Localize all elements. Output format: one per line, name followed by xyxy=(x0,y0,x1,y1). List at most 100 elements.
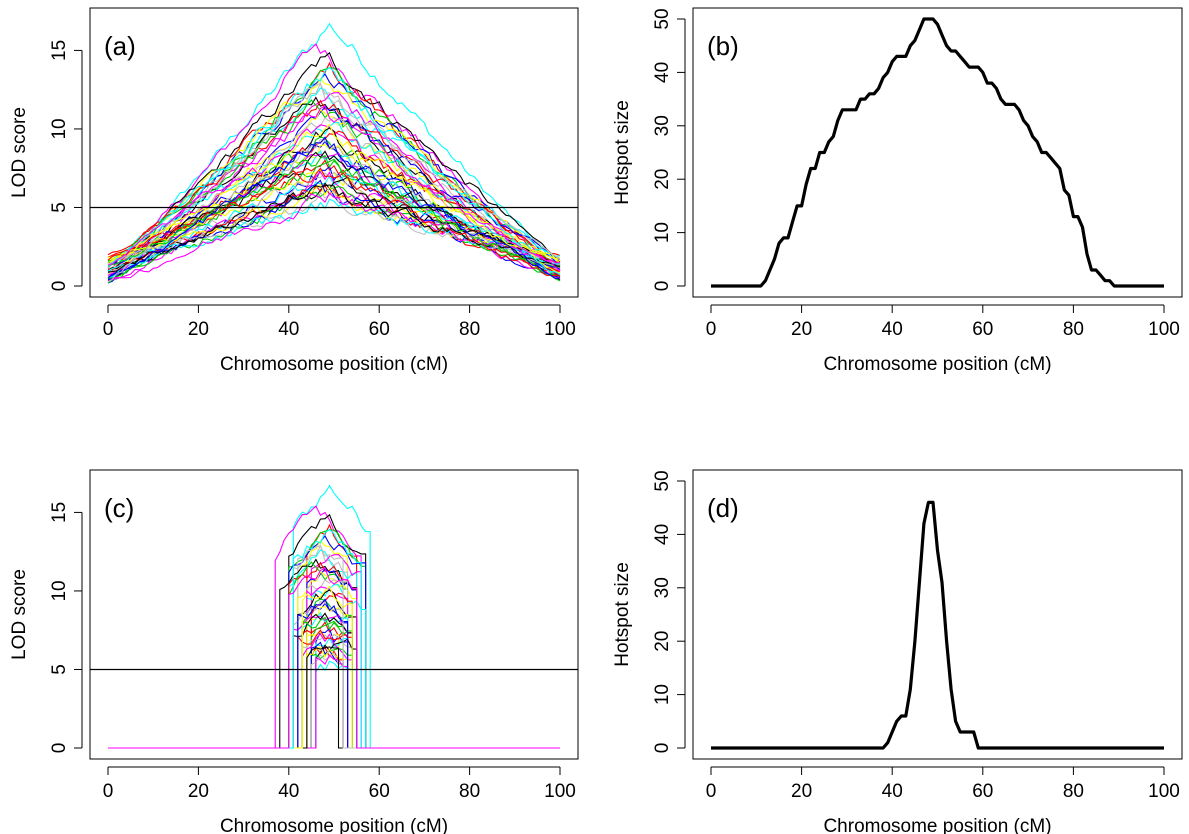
lod-series-line xyxy=(108,529,560,749)
y-tick-label: 0 xyxy=(49,281,70,292)
lod-series-line xyxy=(108,641,560,749)
plot-frame xyxy=(692,469,1183,760)
x-axis-title: Chromosome position (cM) xyxy=(220,354,448,375)
y-tick-label: 10 xyxy=(652,222,673,243)
lod-curves-c xyxy=(108,484,560,749)
lod-series-line xyxy=(107,173,561,267)
x-tick-label: 80 xyxy=(1063,781,1084,802)
x-tick-label: 40 xyxy=(278,781,299,802)
lod-series-line xyxy=(108,505,560,749)
y-tick-label: 15 xyxy=(49,40,70,61)
plot-frame xyxy=(89,469,579,760)
lod-series-line xyxy=(108,602,560,749)
lod-series-line xyxy=(108,660,560,749)
y-tick-label: 5 xyxy=(49,202,70,213)
x-tick-label: 60 xyxy=(972,319,993,340)
y-tick-label: 10 xyxy=(49,118,70,139)
y-tick-label: 50 xyxy=(652,470,673,491)
lod-series-line xyxy=(108,646,560,749)
lod-series-line xyxy=(107,150,561,267)
lod-series-line xyxy=(108,571,560,749)
lod-series-line xyxy=(107,87,561,266)
panel-label: (c) xyxy=(104,493,134,523)
x-tick-label: 0 xyxy=(103,781,114,802)
lod-series-line xyxy=(108,523,560,749)
x-tick-label: 60 xyxy=(369,781,390,802)
lod-series-line xyxy=(108,646,560,749)
x-tick-label: 80 xyxy=(459,319,480,340)
panel-c: 0 20 40 60 80 100 0 5 10 15 Chromosome position (c… xyxy=(9,469,579,834)
x-tick-label: 100 xyxy=(1148,781,1180,802)
y-tick-label: 20 xyxy=(652,169,673,190)
x-tick-label: 80 xyxy=(1063,319,1084,340)
lod-series-line xyxy=(107,165,561,279)
x-tick-label: 40 xyxy=(882,319,903,340)
lod-series-line xyxy=(108,611,560,749)
hotspot-size-line xyxy=(711,17,1164,288)
x-tick-label: 60 xyxy=(369,319,390,340)
lod-series-line xyxy=(108,645,560,749)
y-tick-label: 5 xyxy=(49,664,70,675)
lod-series-line xyxy=(107,159,561,272)
lod-series-line xyxy=(108,631,560,749)
lod-series-line xyxy=(108,612,560,749)
x-tick-label: 0 xyxy=(706,319,717,340)
x-tick-label: 20 xyxy=(791,781,812,802)
lod-series-line xyxy=(107,105,561,272)
panel-label: (a) xyxy=(104,31,136,61)
lod-series-line xyxy=(107,123,561,274)
panel-a: 0 20 40 60 80 100 0 5 10 15 Chromosome position (c… xyxy=(9,7,579,375)
x-axis-title: Chromosome position (cM) xyxy=(823,816,1051,834)
x-tick-label: 20 xyxy=(791,319,812,340)
x-tick-label: 0 xyxy=(103,319,114,340)
y-tick-label: 30 xyxy=(652,115,673,136)
y-tick-label: 40 xyxy=(652,524,673,545)
y-tick-label: 0 xyxy=(49,743,70,754)
x-tick-label: 0 xyxy=(706,781,717,802)
panel-d: 0 20 40 60 80 100 0 10 20 30 40 50 Chromosome positi… xyxy=(612,469,1183,834)
y-tick-label: 15 xyxy=(49,502,70,523)
lod-series-line xyxy=(107,154,561,282)
x-tick-label: 80 xyxy=(459,781,480,802)
lod-series-line xyxy=(108,567,560,749)
lod-series-line xyxy=(108,651,560,749)
lod-series-line xyxy=(107,81,561,276)
y-tick-label: 0 xyxy=(652,743,673,754)
lod-series-line xyxy=(107,167,561,277)
y-tick-label: 50 xyxy=(652,8,673,29)
lod-series-line xyxy=(108,616,560,749)
y-axis-title: LOD score xyxy=(9,107,30,198)
x-tick-label: 100 xyxy=(544,781,576,802)
x-tick-label: 60 xyxy=(972,781,993,802)
panel-label: (b) xyxy=(707,31,739,61)
y-tick-label: 10 xyxy=(49,580,70,601)
lod-series-line xyxy=(107,22,561,273)
lod-series-line xyxy=(107,66,561,276)
lod-series-line xyxy=(107,183,561,262)
y-tick-label: 20 xyxy=(652,631,673,652)
x-tick-label: 20 xyxy=(188,319,209,340)
y-tick-label: 40 xyxy=(652,62,673,83)
x-tick-label: 100 xyxy=(544,319,576,340)
y-axis-title: Hotspot size xyxy=(612,562,633,667)
y-tick-label: 0 xyxy=(652,281,673,292)
lod-curves-a xyxy=(107,22,561,284)
x-tick-label: 40 xyxy=(882,781,903,802)
panel-b: 0 20 40 60 80 100 0 10 20 30 40 50 Chromosome positi… xyxy=(612,7,1183,375)
x-tick-label: 40 xyxy=(278,319,299,340)
lod-series-line xyxy=(107,192,561,282)
plot-frame xyxy=(89,7,579,298)
lod-series-line xyxy=(108,528,560,749)
plot-frame xyxy=(692,7,1183,298)
x-tick-label: 20 xyxy=(188,781,209,802)
lod-series-line xyxy=(108,592,560,749)
x-axis-title: Chromosome position (cM) xyxy=(220,816,448,834)
lod-series-line xyxy=(107,51,561,274)
hotspot-size-line xyxy=(711,500,1164,750)
y-tick-label: 10 xyxy=(652,684,673,705)
lod-series-line xyxy=(108,136,561,280)
x-axis-title: Chromosome position (cM) xyxy=(823,354,1051,375)
y-tick-label: 30 xyxy=(652,577,673,598)
panel-label: (d) xyxy=(707,493,739,523)
